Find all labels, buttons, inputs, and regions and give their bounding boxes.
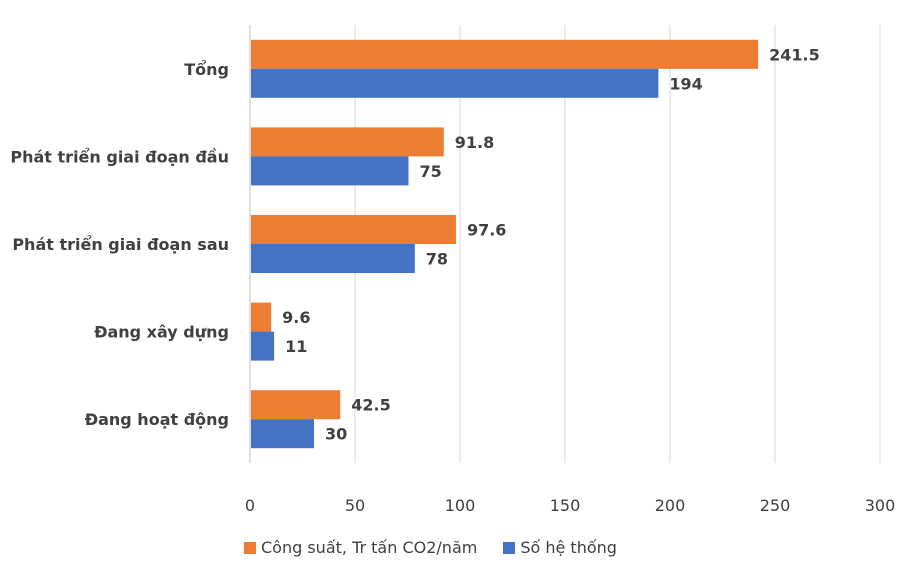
data-label: 194 xyxy=(669,74,702,93)
x-tick-label: 250 xyxy=(760,496,791,515)
x-tick-labels: 0 50 100 150 200 250 300 xyxy=(245,496,895,515)
data-label: 9.6 xyxy=(282,308,310,327)
data-labels: 241.5 194 91.8 75 97.6 78 9.6 11 42.530 xyxy=(282,45,820,443)
category-label: Phát triển giai đoạn đầu xyxy=(10,147,229,166)
bars xyxy=(251,39,759,449)
x-tick-label: 0 xyxy=(245,496,255,515)
category-label: Đang xây dựng xyxy=(94,323,229,342)
legend: Công suất, Tr tấn CO2/năm Số hệ thống xyxy=(244,538,617,557)
bar-capacity xyxy=(251,215,456,244)
bar-capacity xyxy=(251,302,272,332)
data-label: 78 xyxy=(426,250,448,269)
legend-item-capacity: Công suất, Tr tấn CO2/năm xyxy=(244,538,477,557)
legend-label-systems: Số hệ thống xyxy=(520,538,617,557)
bar-systems xyxy=(251,68,659,98)
bar-capacity xyxy=(251,390,341,420)
data-label: 11 xyxy=(285,337,307,356)
bar-capacity xyxy=(251,127,444,157)
bar-capacity xyxy=(251,39,759,69)
data-label: 30 xyxy=(325,425,347,444)
category-label: Tổng xyxy=(184,60,229,79)
x-tick-label: 150 xyxy=(550,496,581,515)
legend-swatch-systems xyxy=(503,541,516,554)
legend-item-systems: Số hệ thống xyxy=(503,538,617,557)
category-label: Đang hoạt động xyxy=(85,410,229,429)
category-label: Phát triển giai đoạn sau xyxy=(12,235,229,254)
x-tick-label: 300 xyxy=(865,496,896,515)
bar-systems xyxy=(251,419,314,449)
x-tick-label: 200 xyxy=(655,496,686,515)
data-label: 241.5 xyxy=(769,45,820,64)
data-label: 91.8 xyxy=(455,133,494,152)
data-label: 97.6 xyxy=(467,221,506,240)
data-label: 75 xyxy=(420,162,442,181)
bar-systems xyxy=(251,156,409,186)
x-tick-label: 100 xyxy=(445,496,476,515)
legend-swatch-capacity xyxy=(244,541,256,554)
category-labels: Tổng Phát triển giai đoạn đầu Phát triển g… xyxy=(10,60,229,429)
gridlines xyxy=(249,25,881,463)
x-tick-label: 50 xyxy=(345,496,365,515)
bar-systems xyxy=(251,331,275,361)
legend-label-capacity: Công suất, Tr tấn CO2/năm xyxy=(261,538,478,557)
data-label: 42.5 xyxy=(351,396,390,415)
bar-systems xyxy=(251,244,415,273)
